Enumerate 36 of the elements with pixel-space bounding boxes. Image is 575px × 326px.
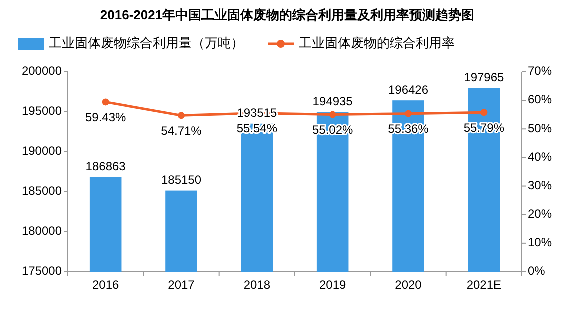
data-label: 197965	[464, 70, 505, 84]
y2-tick-label: 0%	[528, 264, 546, 278]
y-tick-label: 195000	[22, 104, 62, 118]
y2-tick-label: 70%	[528, 64, 552, 78]
point	[480, 109, 488, 116]
data-label: 185150	[161, 172, 202, 187]
y-tick-label: 180000	[22, 224, 62, 238]
point	[405, 110, 412, 118]
data-label: 193515	[237, 106, 278, 120]
data-label: 186863	[86, 159, 126, 174]
x-tick-label: 2019	[319, 278, 347, 292]
x-tick-label: 2018	[244, 278, 271, 292]
y2-tick-label: 30%	[528, 178, 552, 192]
legend-label: 工业固体废物综合利用量（万吨）	[49, 35, 244, 50]
x-tick-label: 2016	[92, 278, 120, 292]
x-tick-label: 2017	[168, 278, 196, 292]
y2-tick-label: 10%	[528, 236, 552, 250]
point	[102, 98, 110, 106]
data-label: 196426	[388, 82, 429, 97]
y2-tick-label: 60%	[528, 92, 552, 107]
x-tick-label: 2021E	[466, 278, 502, 292]
legend-label: 工业固体废物的综合利用率	[299, 35, 455, 50]
y2-tick-label: 50%	[528, 121, 552, 136]
x-tick-label: 2020	[395, 278, 422, 292]
y2-tick-label: 20%	[528, 207, 552, 222]
point	[329, 111, 336, 118]
data-label: 54.71%	[161, 124, 202, 138]
data-label: 59.43%	[85, 110, 127, 124]
y-tick-label: 175000	[22, 264, 62, 278]
data-label: 194935	[312, 94, 354, 109]
y2-tick-label: 40%	[528, 150, 552, 164]
point	[178, 112, 185, 120]
chart-title: 2016-2021年中国工业固体废物的综合利用量及利用率预测趋势图	[100, 7, 475, 22]
y-tick-label: 190000	[22, 144, 62, 158]
y-tick-label: 200000	[22, 64, 62, 78]
y-tick-label: 185000	[22, 184, 62, 198]
